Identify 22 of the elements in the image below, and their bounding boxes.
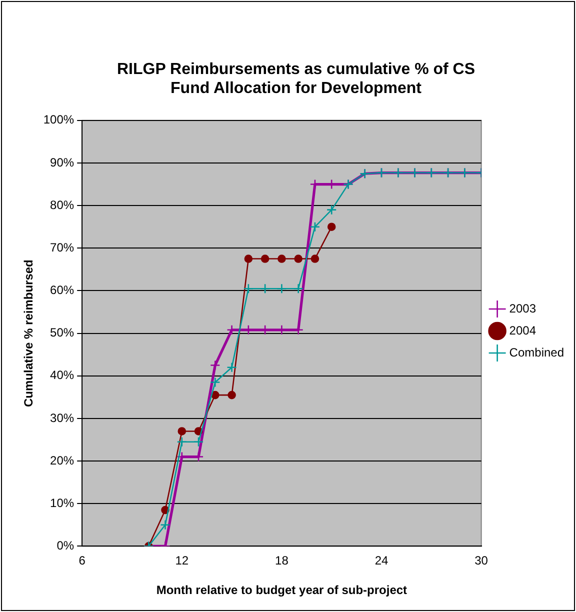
x-tick-label: 6 [78, 554, 86, 568]
x-tick-label: 30 [474, 554, 488, 568]
chart-title: RILGP Reimbursements as cumulative % of CS Fund Allocation for Development [116, 61, 476, 98]
legend-label: 2003 [509, 301, 536, 316]
y-tick-label: 80% [50, 198, 74, 212]
y-tick-label: 70% [50, 240, 74, 254]
y-axis-title: Cumulative % reimbursed [22, 260, 36, 407]
y-tick-label: 20% [50, 453, 74, 468]
y-tick-label: 90% [50, 155, 74, 170]
y-tick-label: 40% [50, 368, 74, 382]
legend-label: Combined [509, 345, 564, 360]
x-tick-label: 24 [374, 554, 388, 568]
y-tick-label: 0% [56, 538, 74, 553]
y-tick-label: 30% [50, 410, 74, 425]
y-tick-label: 100% [43, 112, 74, 127]
x-axis-title: Month relative to budget year of sub-project [156, 583, 408, 598]
y-tick-label: 50% [50, 326, 74, 340]
x-tick-label: 18 [275, 554, 289, 568]
y-tick-label: 10% [50, 496, 74, 510]
x-tick-label: 12 [175, 554, 189, 568]
y-tick-label: 60% [50, 283, 74, 298]
legend-label: 2004 [509, 323, 536, 338]
